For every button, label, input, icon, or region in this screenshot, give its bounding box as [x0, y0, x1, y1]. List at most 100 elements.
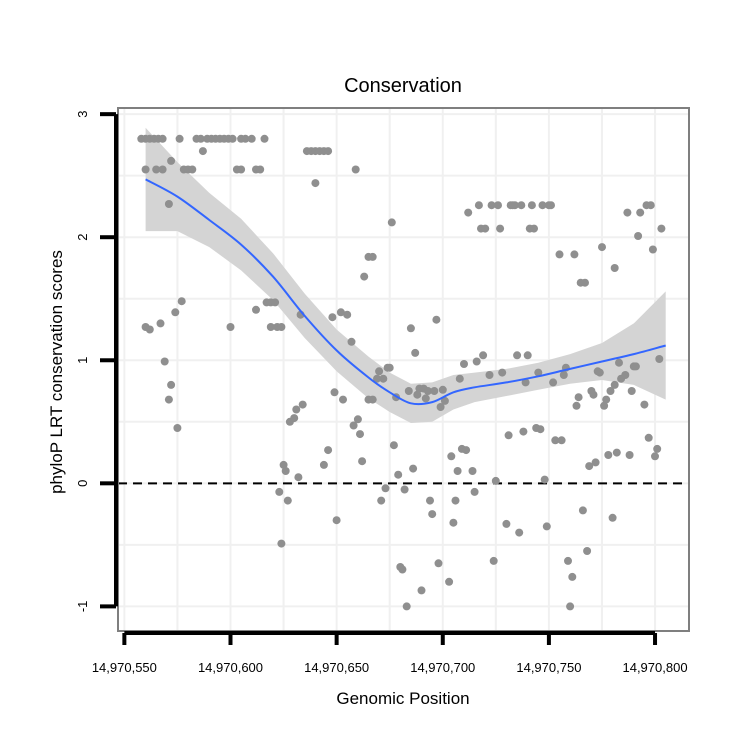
data-point	[487, 201, 496, 210]
data-point	[515, 528, 524, 537]
data-point	[447, 452, 456, 461]
confidence-band	[145, 127, 666, 423]
data-point	[152, 165, 161, 174]
data-point	[631, 362, 640, 371]
data-point	[517, 201, 526, 210]
data-point	[440, 396, 449, 405]
data-point	[657, 224, 666, 233]
data-point	[241, 134, 250, 143]
data-point	[188, 165, 197, 174]
data-point	[311, 179, 320, 188]
data-point	[247, 134, 256, 143]
data-point	[436, 403, 445, 411]
y-tick-label: 1	[75, 357, 90, 364]
data-point	[534, 368, 543, 377]
data-point	[417, 586, 426, 595]
data-point	[398, 565, 407, 574]
data-point	[260, 134, 269, 143]
data-point	[360, 272, 369, 281]
x-tick-label: 14,970,800	[622, 660, 687, 675]
data-point	[411, 348, 420, 357]
y-tick-label: -1	[75, 601, 90, 613]
data-point	[598, 243, 606, 252]
data-point	[540, 475, 549, 484]
data-point	[298, 400, 307, 409]
data-point	[377, 496, 386, 505]
data-point	[379, 374, 388, 383]
data-point	[175, 134, 184, 143]
data-point	[589, 390, 598, 399]
data-point	[523, 351, 532, 360]
data-point	[226, 323, 235, 331]
data-point	[494, 201, 502, 210]
x-axis: 14,970,550 14,970,600 14,970,650 14,970,700…	[92, 631, 688, 675]
data-point	[349, 421, 358, 430]
data-point	[324, 446, 333, 455]
data-point	[559, 371, 568, 379]
data-point	[423, 387, 432, 395]
data-point	[600, 401, 609, 410]
data-point	[542, 522, 551, 531]
data-point	[455, 374, 464, 383]
data-points	[137, 134, 666, 611]
data-point	[610, 264, 619, 272]
data-point	[279, 460, 288, 469]
data-point	[655, 355, 664, 363]
data-point	[549, 378, 558, 387]
data-point	[521, 378, 530, 387]
y-axis-label: phyloP LRT conservation scores	[47, 250, 66, 494]
chart-title: Conservation	[344, 75, 462, 97]
data-point	[141, 165, 150, 174]
data-point	[328, 313, 337, 322]
data-point	[479, 351, 488, 360]
x-tick-label: 14,970,650	[304, 660, 369, 675]
data-point	[330, 388, 339, 397]
data-point	[196, 134, 205, 143]
data-point	[496, 224, 505, 233]
x-tick-label: 14,970,700	[410, 660, 475, 675]
data-point	[432, 315, 441, 324]
data-point	[557, 436, 566, 445]
data-point	[460, 360, 468, 368]
data-point	[634, 232, 643, 240]
smooth-line	[145, 178, 666, 406]
data-point	[489, 556, 498, 565]
data-point	[583, 547, 592, 555]
plot-panel	[117, 107, 690, 632]
data-point	[568, 572, 577, 581]
data-point	[464, 208, 473, 217]
data-point	[627, 387, 636, 395]
data-point	[504, 431, 513, 440]
data-point	[551, 436, 560, 445]
data-point	[434, 559, 443, 568]
data-point	[198, 147, 207, 156]
data-point	[373, 374, 381, 383]
data-point	[404, 387, 413, 395]
data-point	[564, 556, 572, 565]
data-point	[389, 441, 398, 450]
data-point	[538, 201, 547, 210]
data-point	[572, 401, 581, 410]
x-axis-label: Genomic Position	[336, 689, 469, 708]
data-point	[644, 433, 653, 442]
x-tick-label: 14,970,550	[92, 660, 157, 675]
data-point	[547, 201, 555, 210]
data-point	[160, 357, 169, 366]
data-point	[336, 308, 345, 317]
data-point	[385, 363, 394, 372]
data-point	[566, 602, 575, 611]
data-point	[574, 393, 583, 402]
data-point	[228, 134, 237, 143]
data-point	[387, 218, 396, 227]
data-point	[470, 487, 479, 496]
data-point	[164, 395, 173, 404]
data-point	[400, 485, 409, 494]
data-point	[608, 513, 617, 522]
data-point	[485, 371, 494, 379]
data-point	[636, 208, 645, 217]
data-point	[252, 305, 260, 314]
data-point	[474, 201, 483, 210]
data-point	[167, 156, 176, 165]
data-point	[292, 405, 301, 414]
